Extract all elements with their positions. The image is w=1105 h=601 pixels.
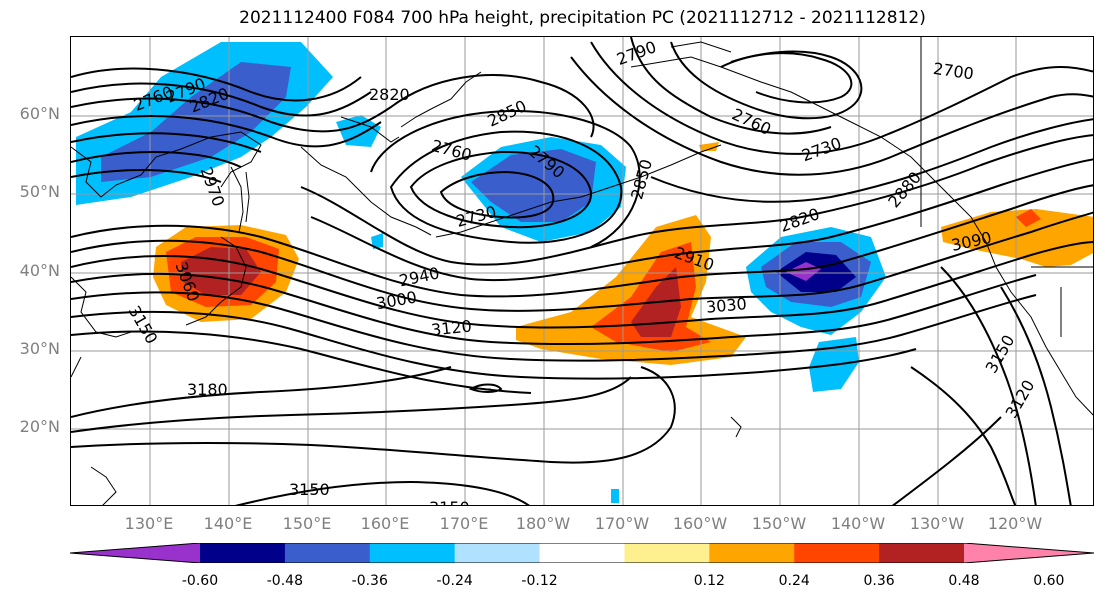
contour-label: 3030 <box>705 294 747 316</box>
lat-label-50n: 50°N <box>19 182 60 201</box>
contour-label: 3180 <box>187 380 228 399</box>
colorbar-segment <box>200 543 286 563</box>
colorbar-segment <box>624 543 710 563</box>
contour-label: 2850 <box>627 157 656 201</box>
lon-label: 150°E <box>282 514 332 533</box>
coastlines <box>71 37 1093 505</box>
colorbar-segment <box>794 543 880 563</box>
lat-label-40n: 40°N <box>19 261 60 280</box>
map-title: 2021112400 F084 700 hPa height, precipit… <box>239 8 926 28</box>
lon-label: 120°W <box>987 514 1043 533</box>
map-canvas: 2760 2790 2820 2820 2850 2760 2790 2730 … <box>71 37 1093 506</box>
lon-label: 180°W <box>515 514 571 533</box>
contour-label: 3150 <box>982 332 1019 377</box>
lon-label: 140°W <box>830 514 886 533</box>
lon-label: 170°W <box>594 514 650 533</box>
lat-label-20n: 20°N <box>19 417 60 436</box>
lat-label-60n: 60°N <box>19 104 60 123</box>
colorbar-segment <box>539 543 625 563</box>
colorbar-tick-label: -0.24 <box>436 573 473 589</box>
colorbar-tick-label: -0.12 <box>521 573 558 589</box>
contour-label: 2790 <box>614 37 659 69</box>
colorbar-segment <box>454 543 541 563</box>
colorbar-segment <box>70 543 200 563</box>
colorbar-tick-label: 0.36 <box>863 573 895 589</box>
contour-label: 3150 <box>429 498 470 506</box>
colorbar-segment <box>964 543 1094 563</box>
lon-label: 140°E <box>203 514 253 533</box>
colorbar-segment <box>879 543 965 563</box>
colorbar-segment <box>369 543 456 563</box>
colorbar <box>70 543 1094 563</box>
colorbar-tick-label: 0.24 <box>778 573 810 589</box>
lat-label-30n: 30°N <box>19 339 60 358</box>
contour-label: 2940 <box>397 263 441 290</box>
lon-label: 130°E <box>124 514 174 533</box>
lon-label: 170°E <box>439 514 489 533</box>
shading-layer <box>76 42 1093 503</box>
contour-label: 3150 <box>289 480 330 499</box>
contour-label: 3150 <box>125 302 162 347</box>
lon-label: 150°W <box>751 514 807 533</box>
colorbar-tick-label: -0.48 <box>266 573 303 589</box>
map-panel: 2760 2790 2820 2820 2850 2760 2790 2730 … <box>70 36 1094 506</box>
contour-label: 3120 <box>1002 377 1039 422</box>
colorbar-tick-label: 0.12 <box>693 573 725 589</box>
colorbar-tick-label: -0.36 <box>351 573 388 589</box>
contour-label: 2850 <box>485 96 530 130</box>
colorbar-segment <box>284 543 371 563</box>
contour-label: 2760 <box>729 104 774 138</box>
lon-label: 160°W <box>672 514 728 533</box>
contour-label: 3120 <box>430 316 472 339</box>
lon-label: 130°W <box>909 514 965 533</box>
colorbar-tick-label: 0.48 <box>948 573 980 589</box>
colorbar-tick-label: 0.60 <box>1033 573 1065 589</box>
colorbar-tick-label: -0.60 <box>181 573 219 589</box>
contour-label: 2970 <box>197 164 229 209</box>
contour-label: 2820 <box>369 85 410 104</box>
height-contours <box>71 37 1093 505</box>
colorbar-segment <box>709 543 795 563</box>
lon-label: 160°E <box>360 514 410 533</box>
